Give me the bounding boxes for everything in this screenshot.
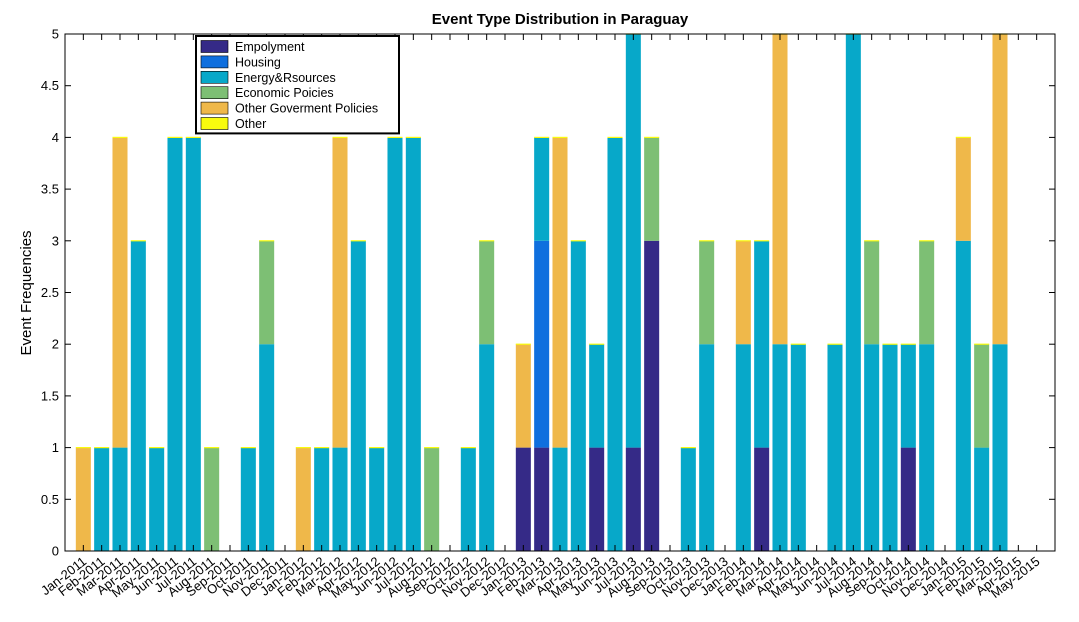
y-tick-label: 1.5 (41, 388, 59, 403)
bar-segment-Aug-2012-series-3 (424, 447, 440, 551)
bar-segment-Feb-2011-series-2 (94, 447, 110, 551)
bar-segment-Nov-2014-series-2 (919, 344, 935, 551)
y-tick-label: 2.5 (41, 285, 59, 300)
bar-segment-Jun-2012-series-2 (387, 137, 403, 551)
bar-segment-Jul-2012-series-2 (405, 137, 421, 551)
bar-segment-Jul-2013-series-0 (625, 447, 641, 551)
bar-segment-Aug-2013-series-3 (644, 137, 660, 241)
bar-segment-Mar-2011-series-4 (112, 137, 128, 448)
bar-segment-Mar-2012-series-4 (332, 137, 348, 448)
bar-segment-Nov-2014-series-3 (919, 240, 935, 345)
legend-label: Housing (235, 55, 281, 69)
bar-segment-Jun-2013-series-2 (607, 137, 623, 551)
y-axis-label: Event Frequencies (18, 230, 35, 355)
bar-segment-Apr-2013-series-2 (570, 240, 586, 552)
y-tick-label: 5 (52, 27, 59, 42)
legend-label: Empolyment (235, 40, 305, 54)
bar-segment-Jan-2013-series-0 (515, 447, 531, 551)
x-axis: Jan-2011Feb-2011Mar-2011Apr-2011May-2011… (38, 34, 1043, 601)
legend-swatch (200, 40, 229, 53)
bar-segment-Apr-2012-series-2 (350, 240, 366, 552)
y-axis: 0 0.5 1 1.5 2 2.5 3 3.5 4 4.5 5 (41, 27, 1055, 559)
bar-segment-Feb-2013-series-1 (534, 240, 550, 448)
legend-box (195, 35, 400, 135)
bar-segment-Feb-2014-series-0 (754, 447, 770, 551)
bar-segment-Apr-2011-series-2 (130, 240, 146, 552)
bar-segment-Sep-2014-series-2 (882, 344, 898, 551)
bar-segment-Mar-2015-series-2 (992, 344, 1008, 551)
bar-segment-May-2012-series-2 (369, 447, 385, 551)
bar-segment-Nov-2013-series-2 (699, 344, 715, 551)
bar-segment-Oct-2014-series-2 (900, 344, 916, 448)
bar-segment-Aug-2013-series-0 (644, 240, 660, 552)
bar-segment-Jul-2011-series-2 (185, 137, 201, 551)
bar-segment-Aug-2014-series-3 (864, 240, 880, 345)
bar-segment-Jan-2015-series-4 (955, 137, 971, 241)
y-tick-label: 0.5 (41, 492, 59, 507)
bar-segment-Mar-2012-series-2 (332, 447, 348, 551)
y-tick-label: 3 (52, 233, 59, 248)
bar-segment-Mar-2014-series-2 (772, 344, 788, 551)
bar-segment-Aug-2014-series-2 (864, 344, 880, 551)
legend-label: Energy&Rsources (235, 71, 336, 85)
bar-segment-Nov-2012-series-3 (479, 240, 495, 345)
bar-segment-Mar-2015-series-4 (992, 34, 1008, 345)
bar-segment-Nov-2011-series-3 (259, 240, 275, 345)
y-tick-label: 3.5 (41, 182, 59, 197)
bar-segment-Jun-2014-series-2 (827, 344, 843, 551)
legend-swatch (200, 101, 229, 115)
bar-segment-Mar-2011-series-2 (112, 447, 128, 551)
bar-segment-Feb-2014-series-2 (754, 240, 770, 448)
bar-segment-Feb-2013-series-2 (534, 137, 550, 241)
legend-swatch (200, 86, 229, 99)
bar-segment-Jul-2014-series-2 (845, 34, 861, 551)
bar-segment-Nov-2012-series-2 (479, 344, 495, 551)
bar-segment-May-2013-series-0 (589, 447, 605, 551)
bar-segment-Oct-2012-series-2 (460, 447, 476, 551)
bar-segment-Oct-2011-series-2 (240, 447, 256, 551)
legend-swatch (200, 55, 229, 69)
y-tick-label: 0 (52, 544, 59, 559)
bar-segment-Nov-2013-series-3 (699, 240, 715, 345)
bar-segment-Mar-2013-series-2 (552, 447, 568, 551)
bar-segment-Jun-2011-series-2 (167, 137, 183, 551)
bar-segment-Mar-2014-series-4 (772, 34, 788, 345)
bar-segment-Jul-2013-series-2 (625, 34, 641, 448)
bar-segment-Jan-2012-series-4 (295, 447, 311, 551)
bar-segment-Jan-2014-series-2 (735, 344, 751, 551)
y-tick-label: 4.5 (41, 78, 59, 93)
bar-segment-Feb-2015-series-3 (974, 344, 990, 448)
bar-segment-Oct-2013-series-2 (680, 447, 696, 551)
bar-segment-Mar-2013-series-4 (552, 137, 568, 448)
bar-segment-Feb-2015-series-2 (974, 447, 990, 551)
y-tick-label: 1 (52, 440, 59, 455)
bar-segment-May-2013-series-2 (589, 344, 605, 448)
bar-segment-Jan-2011-series-4 (75, 447, 91, 551)
bar-segment-Apr-2014-series-2 (790, 344, 806, 551)
bar-segment-Nov-2011-series-2 (259, 344, 275, 551)
legend-swatch (200, 71, 229, 84)
legend-swatch (200, 117, 229, 130)
legend-label: Other Goverment Policies (235, 102, 378, 116)
y-tick-label: 4 (52, 130, 59, 145)
legend-label: Economic Poicies (235, 86, 334, 100)
bar-segment-Feb-2013-series-0 (534, 447, 550, 551)
y-tick-label: 2 (52, 337, 59, 352)
bar-segment-May-2011-series-2 (149, 447, 165, 551)
bar-segment-Jan-2014-series-4 (735, 240, 751, 345)
legend-label: Other (235, 117, 266, 131)
bar-segment-Aug-2011-series-3 (204, 447, 220, 551)
chart-title: Event Type Distribution in Paraguay (432, 11, 689, 28)
bar-segment-Oct-2014-series-0 (900, 447, 916, 551)
bar-segment-Jan-2013-series-4 (515, 344, 531, 448)
bar-segment-Feb-2012-series-2 (314, 447, 330, 551)
bar-segment-Jan-2015-series-2 (955, 240, 971, 552)
bars-group (75, 33, 1008, 552)
